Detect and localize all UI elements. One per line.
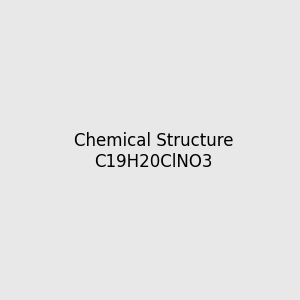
- Text: Chemical Structure
C19H20ClNO3: Chemical Structure C19H20ClNO3: [74, 132, 233, 171]
